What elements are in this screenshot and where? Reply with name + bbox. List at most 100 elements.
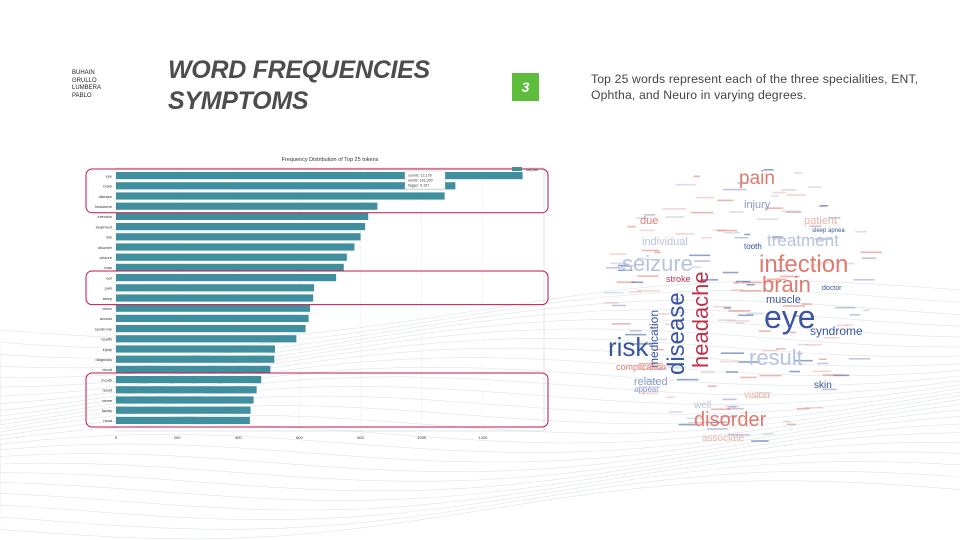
cloud-filler-mark — [712, 305, 731, 308]
category-label: disorder — [98, 245, 113, 250]
cloud-filler-mark — [611, 304, 626, 307]
authors-list: BUHAIN GRULLO LUMBERA PABLO — [72, 70, 101, 100]
category-label: family — [102, 408, 112, 413]
category-label: ear — [106, 275, 112, 280]
slide-description: Top 25 words represent each of the three… — [591, 72, 919, 102]
cloud-filler-mark — [728, 211, 744, 213]
category-label: sleep — [103, 296, 112, 301]
cloud-filler-mark — [691, 266, 702, 268]
category-label: infection — [98, 214, 113, 219]
cloud-filler-mark — [604, 291, 624, 294]
tooltip-line: counts: 12,176 — [408, 174, 432, 178]
slide-number-badge: 3 — [512, 73, 539, 101]
cloud-word-eye: eye — [764, 299, 816, 335]
cloud-filler-mark — [617, 269, 633, 272]
author-name: LUMBERA — [72, 85, 102, 91]
cloud-filler-mark — [728, 406, 737, 408]
category-label: head — [103, 418, 112, 423]
cloud-filler-mark — [707, 428, 728, 430]
cloud-filler-mark — [738, 314, 754, 317]
cloud-word-tooth: tooth — [744, 242, 762, 251]
cloud-filler-mark — [828, 217, 841, 219]
slide-title-line1: WORD FREQUENCIES — [168, 56, 430, 84]
cloud-filler-mark — [749, 396, 771, 399]
cloud-filler-mark — [822, 388, 837, 391]
cloud-filler-mark — [616, 281, 636, 283]
cloud-filler-mark — [733, 282, 740, 284]
cloud-filler-mark — [604, 301, 619, 304]
cloud-filler-mark — [759, 374, 782, 377]
cloud-word-skin: skin — [814, 380, 832, 391]
category-label: diagnosis — [96, 357, 112, 362]
cloud-filler-mark — [748, 244, 762, 247]
cloud-filler-mark — [789, 370, 800, 373]
cloud-filler-mark — [734, 236, 749, 239]
cloud-filler-mark — [762, 349, 778, 352]
cloud-filler-mark — [861, 257, 876, 259]
cloud-filler-mark — [853, 278, 875, 281]
category-label: bras — [104, 265, 112, 270]
cloud-filler-mark — [637, 386, 660, 388]
category-label: headache — [95, 204, 112, 209]
cloud-word-treatment: treatment — [767, 231, 839, 250]
cloud-word-headache: headache — [688, 271, 713, 368]
cloud-filler-mark — [669, 311, 686, 314]
x-tick-label: 1200 — [478, 435, 488, 440]
cloud-filler-mark — [722, 271, 739, 274]
cloud-filler-mark — [727, 433, 750, 436]
bar-head — [116, 416, 250, 424]
cloud-filler-mark — [727, 407, 744, 410]
cloud-filler-mark — [627, 225, 636, 228]
cloud-filler-mark — [724, 231, 741, 234]
chart-title: Frequency Distribution of Top 25 tokens — [282, 157, 379, 163]
cloud-filler-mark — [637, 275, 659, 277]
legend-label: corpus — [526, 167, 538, 172]
category-label: eye — [106, 173, 112, 178]
cloud-word-stroke: stroke — [666, 274, 691, 284]
cloud-filler-mark — [797, 343, 809, 346]
bar-infection — [116, 212, 369, 220]
cloud-filler-mark — [693, 175, 701, 178]
cloud-filler-mark — [860, 251, 883, 254]
cloud-filler-mark — [835, 306, 856, 309]
category-label: access — [100, 316, 112, 321]
cloud-filler-mark — [836, 324, 849, 327]
cloud-word-due: due — [640, 215, 658, 227]
cloud-filler-mark — [717, 229, 738, 232]
cloud-filler-mark — [764, 207, 784, 210]
category-label: result — [102, 388, 112, 393]
cloud-word-doctor: doctor — [822, 285, 842, 292]
cloud-filler-mark — [665, 216, 684, 218]
author-name: PABLO — [72, 92, 92, 99]
cloud-filler-mark — [819, 261, 833, 264]
cloud-filler-mark — [754, 392, 771, 394]
bar-ear — [116, 274, 337, 282]
cloud-filler-mark — [845, 324, 853, 326]
category-label: vision — [102, 306, 112, 311]
cloud-filler-mark — [741, 281, 763, 284]
cloud-filler-mark — [690, 211, 714, 214]
cloud-filler-mark — [781, 189, 797, 191]
cloud-filler-mark — [631, 281, 644, 284]
cloud-word-infection: infection — [759, 251, 848, 278]
cloud-word-pain: pain — [739, 168, 775, 189]
cloud-filler-mark — [694, 260, 711, 262]
cloud-filler-mark — [717, 199, 734, 202]
cloud-filler-mark — [744, 233, 751, 236]
word-cloud-background-words — [604, 168, 883, 442]
bar-disease — [116, 192, 445, 200]
bar-seizure — [116, 253, 347, 261]
cloud-filler-mark — [843, 262, 855, 265]
cloud-word-disorder: disorder — [694, 409, 767, 431]
bar-sleep — [116, 294, 314, 302]
bar-mouth — [116, 376, 262, 384]
cloud-word-brain: brain — [762, 272, 811, 297]
cloud-filler-mark — [675, 233, 695, 235]
cloud-word-complication: complication — [616, 362, 666, 372]
cloud-filler-mark — [786, 423, 797, 426]
bar-health — [116, 335, 297, 343]
cloud-filler-mark — [720, 415, 737, 418]
cloud-word-seizure: seizure — [622, 251, 693, 276]
cloud-filler-mark — [751, 440, 769, 442]
cloud-filler-mark — [636, 290, 660, 292]
